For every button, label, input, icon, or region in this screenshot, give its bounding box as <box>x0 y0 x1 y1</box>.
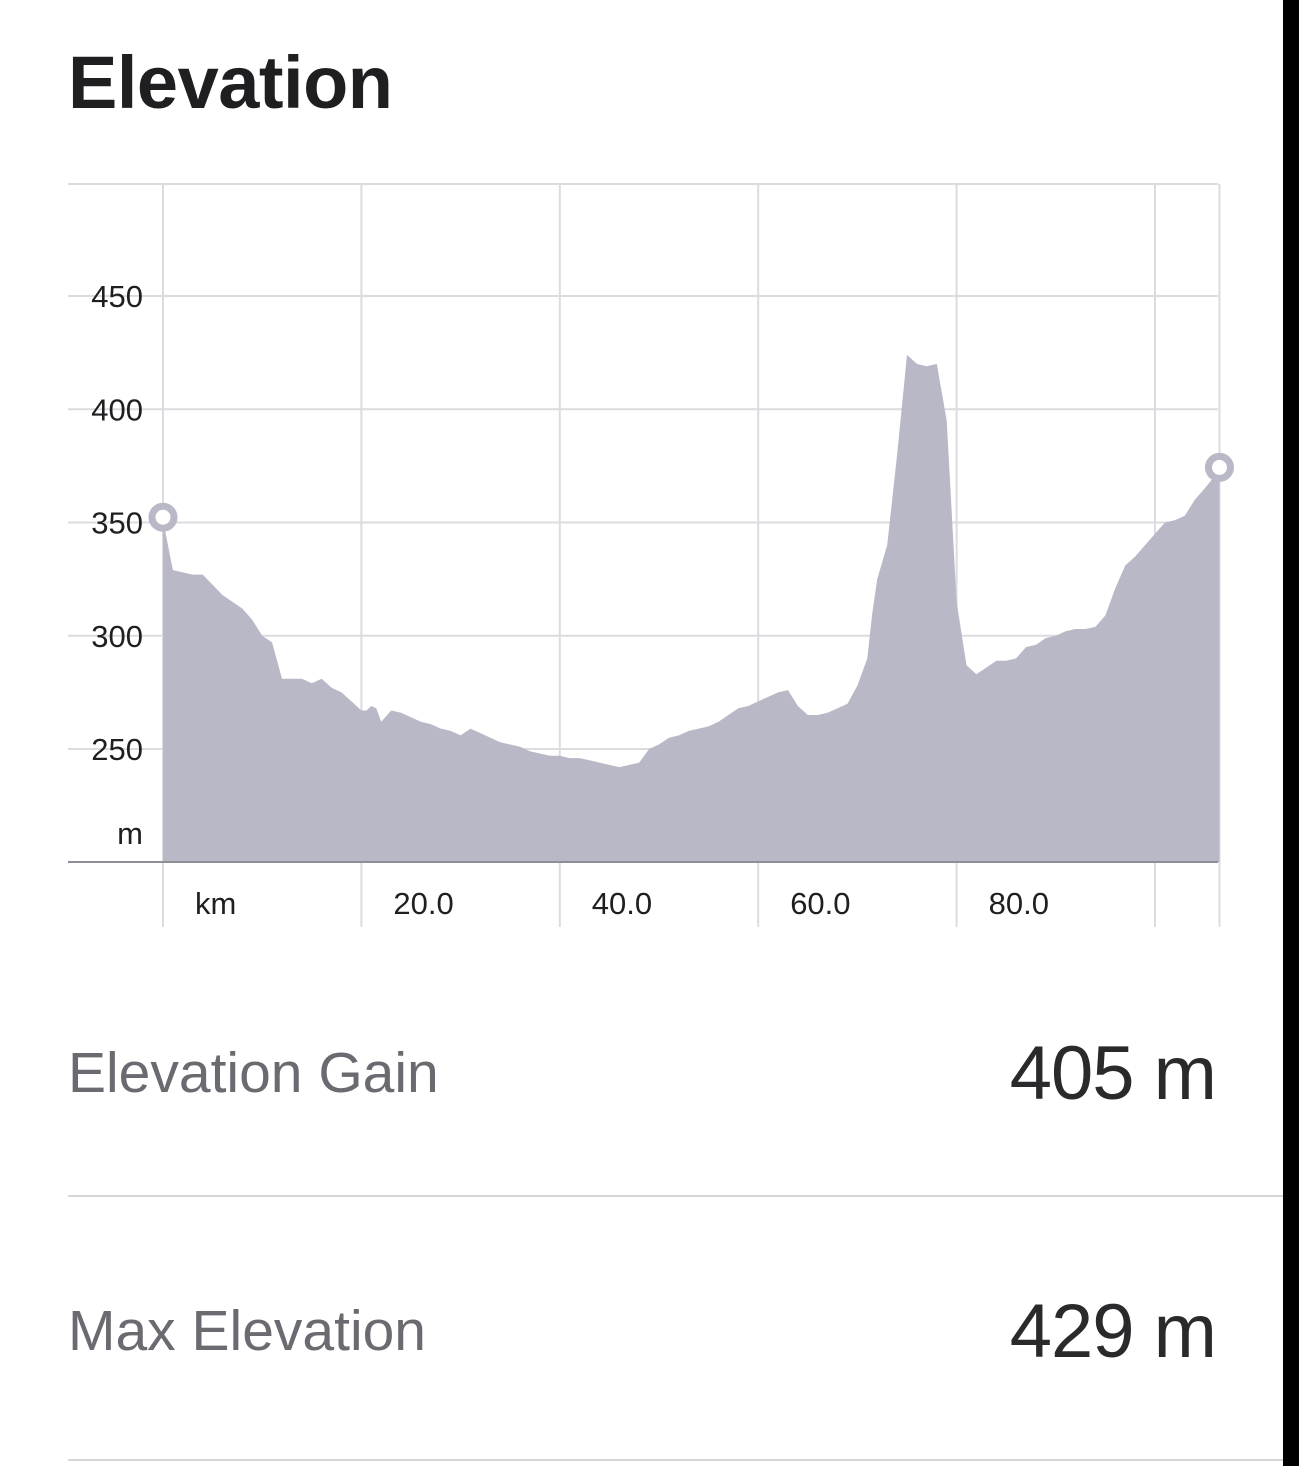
chart-markers <box>148 452 1234 532</box>
divider <box>68 1195 1283 1197</box>
y-tick-label: 300 <box>91 619 143 654</box>
y-tick-label: 350 <box>91 506 143 541</box>
x-tick-label: 80.0 <box>989 886 1049 921</box>
max-elevation-row: Max Elevation 429 m <box>68 1271 1217 1391</box>
start-marker <box>148 502 178 532</box>
y-tick-label: 250 <box>91 732 143 767</box>
page-title: Elevation <box>68 41 393 124</box>
chart-labels: 250 300 350 400 450 m km 20.0 40.0 60.0 80.0 <box>91 279 1049 921</box>
elevation-gain-row: Elevation Gain 405 m <box>68 1013 1217 1133</box>
elevation-gain-label: Elevation Gain <box>68 1041 439 1105</box>
divider <box>68 1459 1283 1461</box>
elevation-chart[interactable]: 250 300 350 400 450 m km 20.0 40.0 60.0 80.0 <box>0 0 1283 960</box>
x-axis-label: km <box>195 886 236 921</box>
elevation-gain-value: 405 m <box>1009 1030 1217 1116</box>
x-tick-label: 60.0 <box>790 886 850 921</box>
y-tick-label: 450 <box>91 279 143 314</box>
x-tick-label: 20.0 <box>393 886 453 921</box>
elevation-area <box>163 354 1220 862</box>
y-axis-label: m <box>117 816 143 851</box>
y-tick-label: 400 <box>91 392 143 427</box>
end-marker <box>1204 452 1234 482</box>
max-elevation-label: Max Elevation <box>68 1299 427 1363</box>
max-elevation-value: 429 m <box>1009 1288 1217 1374</box>
x-tick-label: 40.0 <box>592 886 652 921</box>
